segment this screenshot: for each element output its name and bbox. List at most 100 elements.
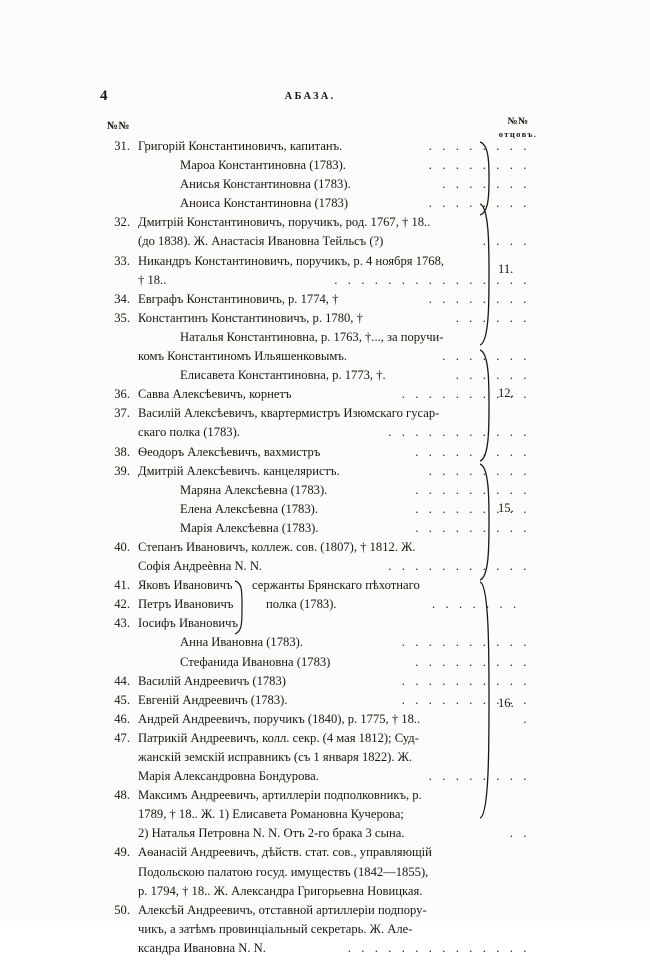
entry-text: Анна Ивановна (1783). <box>180 635 303 650</box>
entry-number: 34. <box>114 291 130 306</box>
genealogy-continuation-row: 2) Наталья Петровна N. N. Отъ 2-го брака… <box>100 826 530 845</box>
entry-text: Дмитрій Константиновичъ, поручикъ, род. … <box>138 215 431 230</box>
genealogy-continuation-row: Елисавета Константиновна, р. 1773, †. . .… <box>100 368 530 387</box>
genealogy-continuation-row: Анна Ивановна (1783). . . . . . . . . . . <box>100 635 530 654</box>
entry-text: Савва Алексѣевичъ, корнетъ <box>138 387 292 402</box>
entry-text: Евгеній Андреевичъ (1783). <box>138 692 288 707</box>
genealogy-continuation-row: † 18.. . . . . . . . . . . . . . . . <box>100 273 530 292</box>
entry-text: Никандръ Константиновичъ, поручикъ, р. 4… <box>138 253 445 268</box>
entry-number: 39. <box>114 463 130 478</box>
genealogy-continuation-row: 1789, † 18.. Ж. 1) Елисавета Романовна К… <box>100 807 530 826</box>
father-number: 16. <box>498 696 514 710</box>
entry-text: скаго полка (1783). <box>138 425 240 440</box>
leader-dots: . . . . . . . . . . <box>401 635 530 650</box>
entry-number: 44. <box>114 673 130 688</box>
leader-dots: . . . . . . . . . <box>415 444 530 459</box>
entry-text: р. 1794, † 18.. Ж. Александра Григорьевн… <box>138 883 423 898</box>
genealogy-entry-row: 33. Никандръ Константиновичъ, поручикъ, р… <box>100 254 530 273</box>
entry-text: † 18.. <box>138 272 167 287</box>
leader-dots: . . . . . . . . <box>428 769 530 784</box>
leader-dots: . . . . . . . . . <box>415 520 530 535</box>
genealogy-entry-row: 49. Аѳанасій Андреевичъ, дѣйств. стат. со… <box>100 845 530 864</box>
column-caption-fathers-top: №№ <box>507 116 529 127</box>
genealogy-entry-row: 43. Іосифъ Ивановичъ <box>100 616 530 635</box>
genealogy-entry-row: 45. Евгеній Андреевичъ (1783). . . . . . .… <box>100 693 530 712</box>
genealogy-continuation-row: Наталья Константиновна, р. 1763, †..., з… <box>100 330 530 349</box>
entry-number: 32. <box>114 215 130 230</box>
genealogy-continuation-row: чикъ, а затѣмъ провинціальный секретарь.… <box>100 922 530 941</box>
genealogy-continuation-row: комъ Константиномъ Ильяшенковымъ.. . . .… <box>100 349 530 368</box>
entry-text: 1789, † 18.. Ж. 1) Елисавета Романовна К… <box>138 807 404 822</box>
leader-dots: . . . . . . . . . . . <box>388 559 530 574</box>
page-folio: 4 <box>100 88 108 104</box>
entry-number: 35. <box>114 310 130 325</box>
entry-text: Наталья Константиновна, р. 1763, †..., з… <box>180 329 444 344</box>
entry-text: Василій Алексѣевичъ, квартермистръ Изюмс… <box>138 406 440 421</box>
genealogy-continuation-row: Марія Алексѣевна (1783). . . . . . . . . … <box>100 521 530 540</box>
genealogy-entry-row: 46. Андрей Андреевичъ, поручикъ (1840), р… <box>100 712 530 731</box>
entry-text: Елена Алексѣевна (1783). <box>180 501 318 516</box>
group-leader-dots: . . . . . . . <box>432 597 520 612</box>
genealogy-entry-row: 32. Дмитрій Константиновичъ, поручикъ, ро… <box>100 215 530 234</box>
leader-dots: . . . . . . . . . . . . . . . <box>334 272 530 287</box>
leader-dots: . . . . . . <box>455 310 530 325</box>
entry-number: 38. <box>114 444 130 459</box>
genealogy-continuation-row: жанскій земскій исправникъ (съ 1 января … <box>100 750 530 769</box>
entry-text: Константинъ Константиновичъ, р. 1780, † <box>138 310 363 325</box>
entry-text: Подольскою палатою госуд. имуществъ (184… <box>138 864 429 879</box>
running-head-title: АБАЗА. <box>284 91 336 102</box>
genealogy-entry-row: 35. Константинъ Константиновичъ, р. 1780,… <box>100 311 530 330</box>
column-caption-fathers: №№ отцовъ. <box>486 116 550 139</box>
genealogy-entry-row: 34. Евграфъ Константиновичъ, р. 1774, † . … <box>100 292 530 311</box>
genealogy-entry-row: 39. Дмитрій Алексѣевичъ. канцеляристъ. . .… <box>100 464 530 483</box>
leader-dots: . . . . . . . . . <box>415 501 530 516</box>
entry-text: жанскій земскій исправникъ (съ 1 января … <box>138 750 413 764</box>
genealogy-continuation-row: Аноиса Константиновна (1783) . . . . . . … <box>100 196 530 215</box>
entry-text: Анисья Константиновна (1783). <box>180 177 351 192</box>
genealogy-entry-row: 48. Максимъ Андреевичъ, артиллеріи подпол… <box>100 788 530 807</box>
entry-number: 40. <box>114 539 130 554</box>
genealogy-entry-row: 50. Алексѣй Андреевичъ, отставной артилле… <box>100 903 530 922</box>
genealogy-continuation-row: Анисья Константиновна (1783). . . . . . .… <box>100 177 530 196</box>
leader-dots: . . . . . . . . . . . . . . <box>347 940 530 955</box>
brace-16-icon <box>478 580 494 820</box>
father-number: 15. <box>498 501 514 515</box>
genealogy-entry-row: 41. Яковъ Ивановичъ сержанты Брянскаго пѣх… <box>100 578 530 635</box>
genealogy-continuation-row: Подольскою палатою госуд. имуществъ (184… <box>100 865 530 884</box>
genealogy-entry-row: 36. Савва Алексѣевичъ, корнетъ . . . . . .… <box>100 387 530 406</box>
entry-text: комъ Константиномъ Ильяшенковымъ. <box>138 349 347 364</box>
entry-text: 2) Наталья Петровна N. N. Отъ 2-го брака… <box>138 826 405 841</box>
leader-dots: . . . . . . . . . . . <box>388 425 530 440</box>
leader-dots: . . . . . . . . <box>428 463 530 478</box>
entry-text: Патрикій Андреевичъ, колл. секр. (4 мая … <box>138 730 419 745</box>
leader-dots: . . . . . . . <box>442 177 530 192</box>
leader-dots: . . . . . . . . <box>428 196 530 211</box>
entry-text: Андрей Андреевичъ, поручикъ (1840), р. 1… <box>138 711 421 726</box>
entry-text: Аѳанасій Андреевичъ, дѣйств. стат. сов.,… <box>138 845 432 860</box>
entry-text: Марія Алексѣевна (1783). <box>180 520 319 535</box>
document-page: 4 АБАЗА. №№ №№ отцовъ. 31. Григорій Конст… <box>100 88 550 955</box>
entry-number: 42. <box>114 597 130 612</box>
leader-dots: . . . . . . . . . . <box>401 692 530 707</box>
leader-dots: . . . . . . <box>455 368 530 383</box>
brace-15-icon <box>478 462 494 582</box>
brace-31-icon <box>478 140 494 217</box>
genealogy-entry-row: 38. Ѳеодоръ Алексѣевичъ, вахмистръ . . . .… <box>100 445 530 464</box>
brace-32-35-icon <box>478 202 494 347</box>
leader-dots: . . <box>509 826 530 841</box>
entry-number: 33. <box>114 253 130 268</box>
genealogy-continuation-row: р. 1794, † 18.. Ж. Александра Григорьевн… <box>100 884 530 903</box>
genealogy-continuation-row: (до 1838). Ж. Анастасія Ивановна Тейльсъ… <box>100 234 530 253</box>
group-label-line2: полка (1783). <box>266 597 337 612</box>
genealogy-entry-row: 37. Василій Алексѣевичъ, квартермистръ Из… <box>100 406 530 425</box>
entry-text: Степанъ Ивановичъ, коллеж. сов. (1807), … <box>138 539 416 554</box>
entry-number: 37. <box>114 406 130 421</box>
running-head: 4 АБАЗА. <box>100 88 520 106</box>
genealogy-continuation-row: Елена Алексѣевна (1783). . . . . . . . . … <box>100 502 530 521</box>
entry-number: 49. <box>114 845 130 860</box>
entry-text: Дмитрій Алексѣевичъ. канцеляристъ. <box>138 463 340 478</box>
genealogy-continuation-row: ксандра Ивановна N. N. . . . . . . . . . … <box>100 941 530 960</box>
entry-text: Григорій Константиновичъ, капитанъ. <box>138 139 343 153</box>
entry-text: Іосифъ Ивановичъ <box>138 616 238 631</box>
entry-text: (до 1838). Ж. Анастасія Ивановна Тейльсъ… <box>138 234 384 249</box>
